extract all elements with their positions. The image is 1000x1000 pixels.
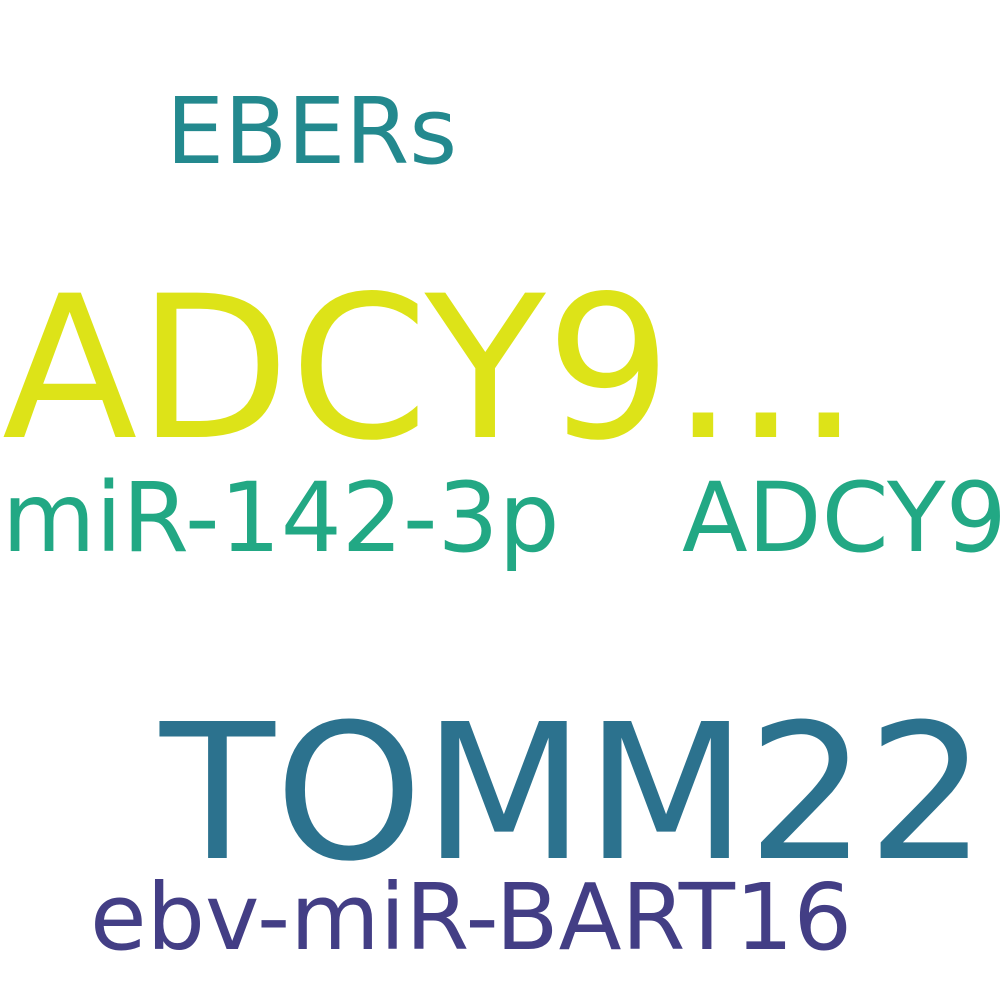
word-ebv-mir-bart16: ebv-miR-BART16 [90,864,853,971]
word-adcy9: ADCY9 [682,462,1000,574]
word-mir-142-3p: miR-142-3p [2,462,560,574]
word-tomm22: TOMM22 [160,684,987,903]
word-adcy9-ellipsis: ADCY9... [2,253,861,484]
word-ebers: EBERs [166,78,458,185]
